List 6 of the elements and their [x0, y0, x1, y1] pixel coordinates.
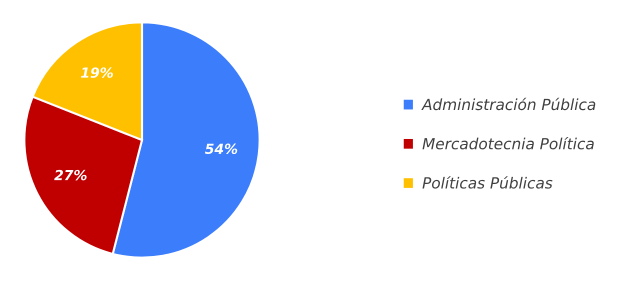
data-label: 27% [54, 170, 87, 180]
legend-label: Mercadotecnia Política [422, 136, 594, 150]
legend-label: Administración Pública [421, 98, 596, 110]
data-label: 19% [81, 67, 113, 78]
data-label: 54% [204, 144, 238, 154]
legend-label: Políticas Públicas [422, 176, 552, 189]
